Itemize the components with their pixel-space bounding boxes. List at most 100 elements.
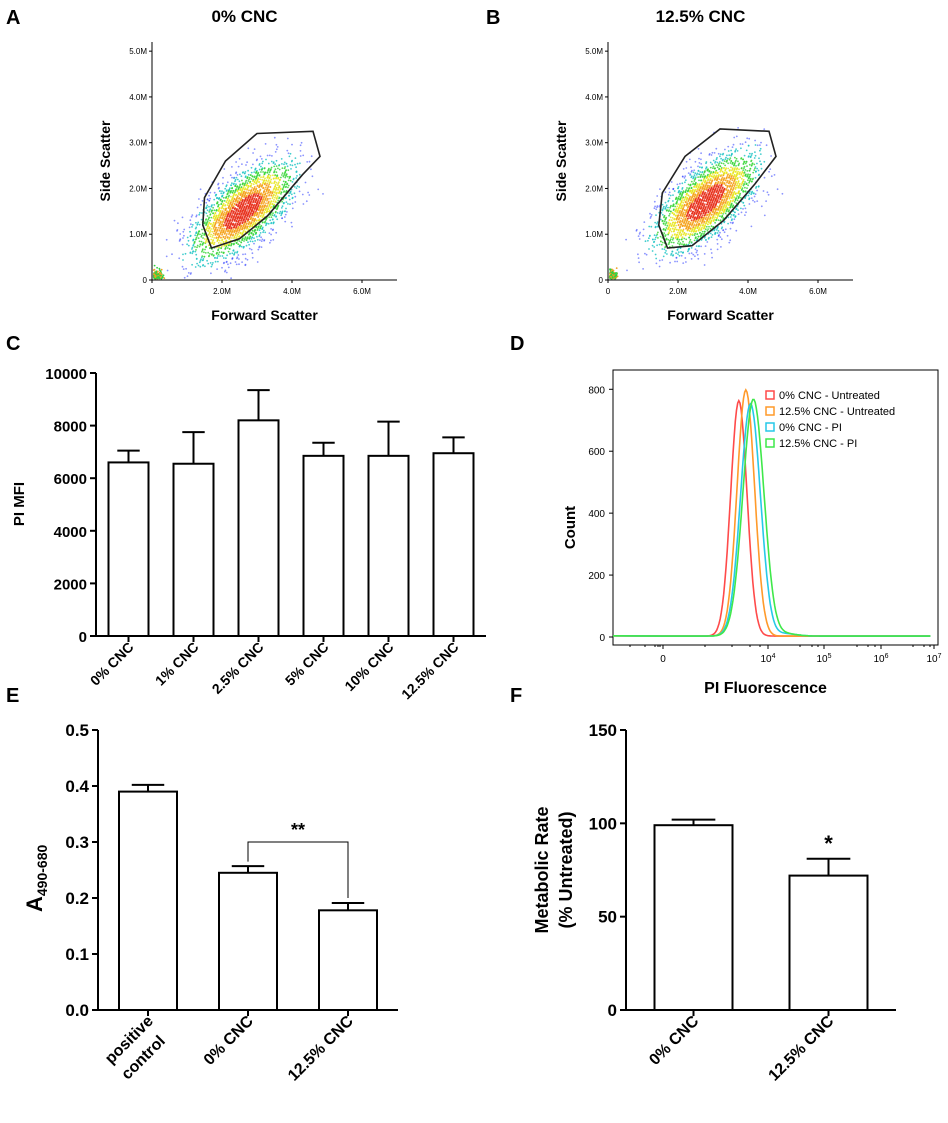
scatter-point <box>734 215 737 218</box>
scatter-point <box>232 194 235 197</box>
scatter-point <box>723 198 726 201</box>
scatter-point <box>736 199 739 202</box>
scatter-point <box>266 187 269 189</box>
scatter-point <box>247 147 250 150</box>
scatter-point <box>663 205 665 208</box>
scatter-point <box>687 250 689 253</box>
scatter-point <box>222 257 225 259</box>
scatter-point <box>212 239 214 242</box>
scatter-point <box>277 188 279 191</box>
scatter-point <box>275 159 278 162</box>
panel-label-f: F <box>510 685 522 707</box>
scatter-point <box>664 191 667 194</box>
scatter-point <box>213 191 216 194</box>
scatter-point <box>233 197 236 200</box>
scatter-point <box>695 245 698 248</box>
scatter-point <box>251 240 254 243</box>
scatter-point <box>269 197 271 200</box>
scatter-point <box>253 213 256 216</box>
scatter-point <box>182 237 184 239</box>
scatter-point <box>227 197 229 200</box>
scatter-point <box>274 210 277 213</box>
scatter-point <box>217 182 220 185</box>
scatter-point <box>759 144 761 147</box>
scatter-point <box>756 144 759 147</box>
scatter-point <box>238 240 241 243</box>
scatter-point <box>210 222 212 225</box>
scatter-point <box>228 210 231 213</box>
scatter-point <box>262 180 265 183</box>
scatter-point <box>223 200 226 202</box>
scatter-point <box>211 253 214 255</box>
scatter-point <box>738 182 741 185</box>
scatter-point <box>679 182 681 185</box>
scatter-point <box>676 228 678 231</box>
scatter-point <box>244 263 247 266</box>
scatter-point <box>201 228 203 231</box>
scatter-point <box>703 232 705 235</box>
scatter-point <box>682 201 685 204</box>
scatter-point <box>255 192 258 194</box>
scatter-point <box>265 207 267 210</box>
scatter-point <box>264 220 267 223</box>
scatter-point <box>291 143 293 146</box>
scatter-point <box>244 175 247 178</box>
scatter-point <box>746 165 748 168</box>
scatter-point <box>708 170 711 172</box>
scatter-point <box>235 193 238 196</box>
scatter-point <box>194 227 197 230</box>
scatter-point <box>756 162 758 165</box>
scatter-point <box>211 236 214 238</box>
scatter-point <box>710 248 712 251</box>
scatter-point <box>665 227 668 229</box>
scatter-point <box>223 261 226 264</box>
debris-point <box>158 272 161 274</box>
scatter-point <box>286 175 289 178</box>
scatter-point <box>283 161 286 164</box>
scatter-point <box>685 200 687 203</box>
scatter-point <box>244 257 247 260</box>
scatter-point <box>243 245 245 248</box>
scatter-point <box>254 167 257 170</box>
scatter-point <box>271 182 273 185</box>
scatter-point <box>291 164 294 167</box>
scatter-point <box>249 174 252 176</box>
scatter-point <box>273 170 276 172</box>
scatter-point <box>208 244 210 247</box>
scatter-point <box>668 187 670 190</box>
scatter-point <box>228 204 231 207</box>
scatter-point <box>251 236 254 239</box>
y-tick-label: 0 <box>143 276 148 285</box>
scatter-point <box>735 186 737 189</box>
scatter-point <box>743 183 746 185</box>
scatter-point <box>236 235 239 237</box>
debris-point <box>153 273 156 276</box>
scatter-point <box>275 215 278 218</box>
scatter-point <box>724 228 727 231</box>
scatter-point <box>277 199 280 202</box>
scatter-point <box>669 216 672 219</box>
scatter-point <box>242 237 244 240</box>
scatter-point <box>258 246 260 249</box>
scatter-point <box>252 221 255 224</box>
scatter-point <box>213 243 215 246</box>
scatter-point <box>272 190 274 193</box>
scatter-point <box>687 194 690 197</box>
scatter-point <box>732 143 735 146</box>
scatter-point <box>711 256 713 259</box>
scatter-point <box>235 183 237 186</box>
scatter-point <box>223 168 226 170</box>
scatter-point <box>276 206 279 208</box>
scatter-point <box>214 223 217 226</box>
scatter-point <box>701 230 704 233</box>
scatter-point <box>289 203 291 206</box>
scatter-point <box>731 152 733 155</box>
scatter-point <box>221 223 223 226</box>
scatter-point <box>686 187 688 189</box>
scatter-point <box>713 229 716 232</box>
scatter-point <box>696 249 698 252</box>
scatter-point <box>644 240 647 243</box>
scatter-point <box>228 236 231 239</box>
scatter-point <box>244 181 247 183</box>
scatter-point <box>192 243 195 246</box>
